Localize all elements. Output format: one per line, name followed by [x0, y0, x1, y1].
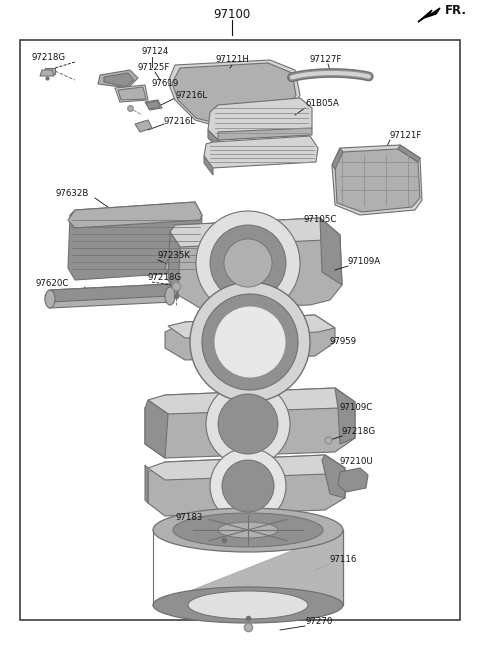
Polygon shape [40, 70, 54, 76]
Text: 97632B: 97632B [55, 189, 88, 198]
Polygon shape [145, 388, 355, 458]
Text: 97959: 97959 [330, 338, 357, 346]
Text: 97619: 97619 [152, 79, 179, 89]
Polygon shape [45, 284, 175, 302]
Circle shape [218, 394, 278, 454]
Polygon shape [145, 100, 162, 110]
Polygon shape [320, 218, 342, 285]
Polygon shape [98, 70, 138, 88]
Circle shape [202, 294, 298, 390]
Text: 97125F: 97125F [138, 62, 170, 72]
Text: 97235K: 97235K [158, 250, 191, 260]
Text: 97620C: 97620C [35, 279, 68, 288]
Ellipse shape [173, 513, 323, 547]
Text: 97218G: 97218G [32, 53, 66, 62]
Polygon shape [68, 202, 202, 228]
Circle shape [196, 211, 300, 315]
Text: 97121F: 97121F [390, 131, 422, 139]
Polygon shape [45, 284, 175, 308]
Circle shape [210, 225, 286, 301]
Circle shape [222, 460, 274, 512]
Text: 97270: 97270 [305, 618, 332, 627]
Text: 97127F: 97127F [310, 55, 342, 64]
Text: 97216L: 97216L [175, 91, 207, 99]
Text: 97218G: 97218G [342, 428, 376, 436]
Polygon shape [165, 315, 335, 360]
Ellipse shape [218, 522, 278, 538]
Polygon shape [335, 149, 420, 212]
Polygon shape [218, 128, 312, 140]
Polygon shape [148, 455, 345, 516]
Polygon shape [204, 136, 318, 168]
Polygon shape [104, 73, 134, 87]
Polygon shape [170, 218, 342, 308]
Ellipse shape [188, 591, 308, 619]
Text: 97218G: 97218G [148, 273, 182, 283]
Ellipse shape [165, 287, 175, 305]
Polygon shape [135, 120, 152, 132]
Text: 97216L: 97216L [164, 116, 196, 125]
Bar [20, 40, 460, 620]
Polygon shape [118, 87, 146, 100]
Text: 97121H: 97121H [215, 55, 249, 64]
Ellipse shape [153, 587, 343, 623]
Circle shape [224, 239, 272, 287]
Text: 97124: 97124 [142, 47, 169, 57]
Text: FR.: FR. [445, 3, 467, 16]
Polygon shape [148, 455, 345, 480]
Text: 61B05A: 61B05A [305, 99, 339, 108]
Polygon shape [204, 156, 213, 175]
Polygon shape [146, 101, 160, 109]
Polygon shape [398, 145, 420, 162]
Polygon shape [170, 218, 340, 247]
Polygon shape [168, 60, 300, 130]
Polygon shape [148, 388, 355, 414]
Polygon shape [165, 257, 190, 276]
Polygon shape [208, 98, 312, 140]
Polygon shape [208, 130, 218, 148]
Polygon shape [168, 232, 180, 295]
Polygon shape [212, 518, 238, 538]
Polygon shape [145, 400, 168, 458]
Polygon shape [332, 145, 422, 215]
Text: 97109C: 97109C [340, 403, 373, 413]
Polygon shape [168, 315, 335, 338]
Polygon shape [418, 8, 440, 22]
Ellipse shape [153, 508, 343, 552]
Text: 97210U: 97210U [340, 457, 374, 466]
Text: 97183: 97183 [175, 514, 203, 522]
Circle shape [210, 448, 286, 524]
Polygon shape [322, 455, 345, 498]
Text: 97105C: 97105C [303, 215, 336, 225]
Polygon shape [145, 465, 148, 503]
Circle shape [206, 382, 290, 466]
Polygon shape [332, 148, 343, 169]
Polygon shape [335, 388, 355, 444]
Polygon shape [172, 63, 296, 127]
Circle shape [214, 306, 286, 378]
Circle shape [190, 282, 310, 402]
Polygon shape [45, 68, 55, 74]
Text: 97109A: 97109A [348, 258, 381, 267]
Ellipse shape [45, 290, 55, 308]
Text: 97100: 97100 [214, 7, 251, 20]
Polygon shape [115, 85, 148, 102]
Polygon shape [338, 468, 368, 492]
Text: 97116: 97116 [330, 556, 358, 564]
Polygon shape [68, 202, 202, 280]
